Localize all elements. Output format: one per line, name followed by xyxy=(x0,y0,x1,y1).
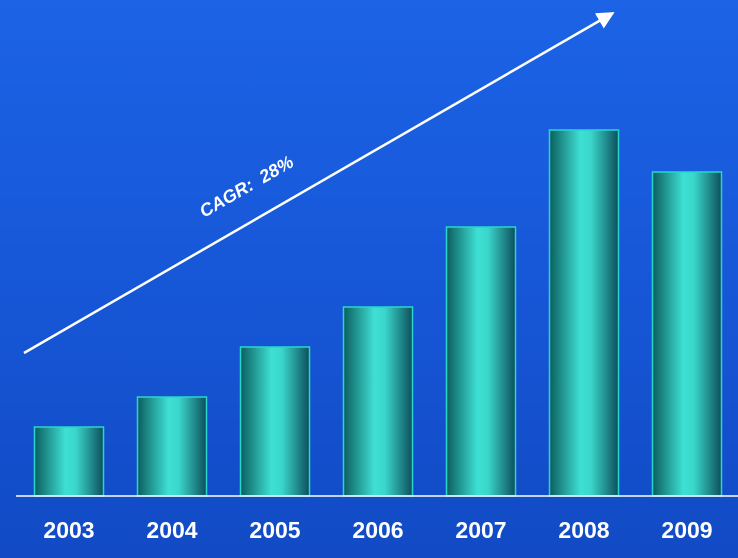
bar-2003 xyxy=(33,426,105,497)
bar-2009 xyxy=(651,171,723,497)
bar-2006 xyxy=(342,306,414,497)
trend-arrow xyxy=(23,11,615,355)
bars-group xyxy=(33,129,723,497)
x-tick-label-2005: 2005 xyxy=(249,517,300,543)
bar-2005 xyxy=(239,346,311,497)
bar-2004 xyxy=(136,396,208,497)
x-tick-label-2006: 2006 xyxy=(352,517,403,543)
x-tick-labels: 2003 2004 2005 2006 2007 2008 2009 xyxy=(43,517,712,543)
x-tick-label-2008: 2008 xyxy=(558,517,609,543)
x-tick-label-2009: 2009 xyxy=(661,517,712,543)
x-tick-label-2004: 2004 xyxy=(146,517,197,543)
bar-2008 xyxy=(548,129,620,497)
cagr-annotation: CAGR: 28% xyxy=(196,152,297,222)
x-tick-label-2007: 2007 xyxy=(455,517,506,543)
bar-2007 xyxy=(445,226,517,497)
x-tick-label-2003: 2003 xyxy=(43,517,94,543)
